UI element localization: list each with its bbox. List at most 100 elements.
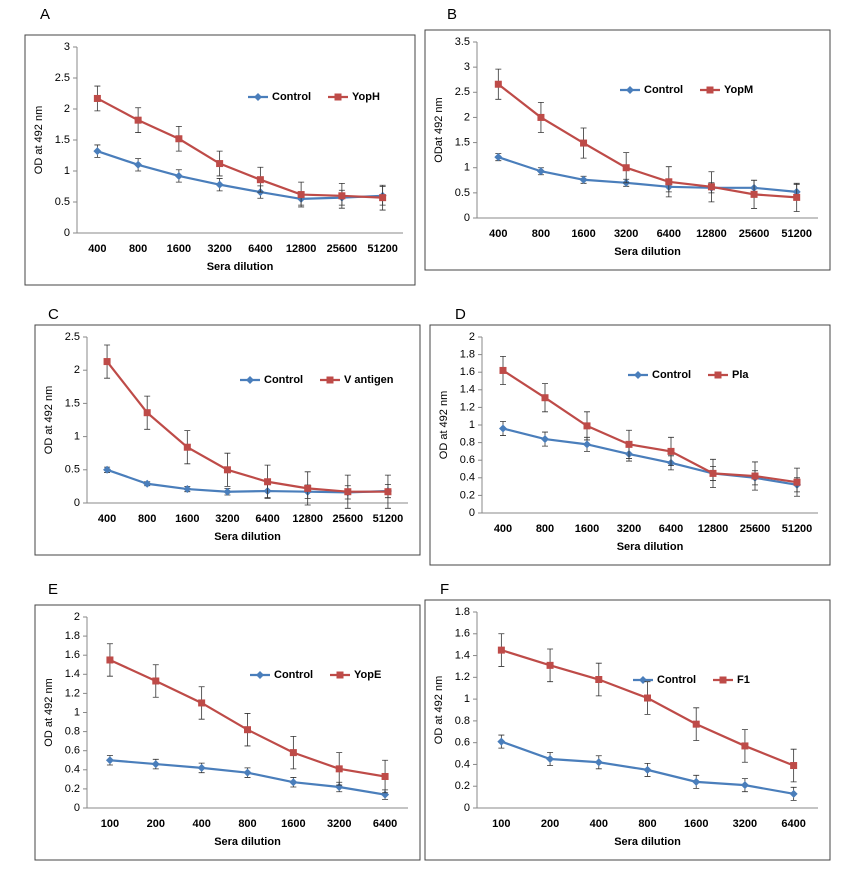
marker <box>793 478 801 486</box>
series-line <box>502 427 798 486</box>
series-line <box>497 83 797 199</box>
y-tick-label: 1.2 <box>460 401 475 413</box>
marker <box>622 164 630 172</box>
marker <box>709 469 717 477</box>
marker <box>583 440 591 449</box>
marker <box>143 479 152 488</box>
legend-marker <box>326 376 334 384</box>
x-tick-label: 1600 <box>684 818 708 830</box>
x-tick-label: 51200 <box>373 513 404 525</box>
x-tick-label: 25600 <box>333 513 364 525</box>
marker <box>105 756 114 765</box>
x-tick-label: 100 <box>492 818 510 830</box>
marker <box>198 699 206 707</box>
x-tick-label: 400 <box>98 513 116 525</box>
y-tick-label: 0.6 <box>460 454 475 466</box>
y-tick-label: 1.2 <box>65 687 80 699</box>
y-tick-label: 2.5 <box>55 72 70 84</box>
x-tick-label: 3200 <box>215 513 239 525</box>
x-tick-label: 25600 <box>327 243 358 255</box>
y-tick-label: 1.4 <box>460 384 475 396</box>
marker <box>541 435 549 444</box>
y-tick-label: 0 <box>464 212 470 224</box>
series-line <box>96 97 383 199</box>
legend-label: F1 <box>737 674 750 686</box>
y-tick-label: 1.6 <box>455 628 470 640</box>
x-tick-label: 12800 <box>286 243 317 255</box>
y-tick-label: 1.5 <box>455 136 470 148</box>
chart-panel: B 0 0.5 1 1.5 2 2.5 3 3.5 400 800 1600 3200 6400 12800… <box>424 6 831 271</box>
y-tick-label: 0.6 <box>455 737 470 749</box>
marker <box>183 443 191 451</box>
y-tick-label: 0 <box>464 802 470 814</box>
y-tick-label: 0.2 <box>65 783 80 795</box>
x-tick-label: 3200 <box>617 523 641 535</box>
x-tick-label: 800 <box>638 818 656 830</box>
marker <box>151 760 160 769</box>
marker <box>223 466 231 474</box>
y-tick-label: 1.4 <box>455 649 470 661</box>
x-axis-label: Sera dilution <box>614 246 681 258</box>
legend-label: Control <box>652 369 691 381</box>
panel-letter: A <box>40 6 50 23</box>
y-tick-label: 1.6 <box>460 366 475 378</box>
marker <box>793 193 801 201</box>
y-tick-label: 0 <box>74 802 80 814</box>
legend-label: YopH <box>352 91 380 103</box>
panel-border <box>429 324 831 566</box>
marker <box>197 763 206 772</box>
x-tick-label: 100 <box>101 818 119 830</box>
chart-panel: A 0 0.5 1 1.5 2 2.5 3 400 800 1600 3200 6400 12800 256… <box>24 6 416 286</box>
y-tick-label: 2 <box>464 111 470 123</box>
y-tick-label: 0 <box>469 507 475 519</box>
y-tick-label: 0.8 <box>460 437 475 449</box>
marker <box>579 175 588 184</box>
legend-label: Control <box>644 84 683 96</box>
chart-panel: D 0 0.2 0.4 0.6 0.8 1 1.2 1.4 1.6 1.8 2 400 800 1600 32… <box>429 306 831 566</box>
marker <box>379 194 387 202</box>
marker <box>692 720 700 728</box>
y-tick-label: 1.8 <box>455 606 470 618</box>
panel-letter: C <box>48 306 59 323</box>
x-axis-label: Sera dilution <box>614 836 681 848</box>
x-tick-label: 6400 <box>657 228 681 240</box>
marker <box>594 758 603 767</box>
marker <box>494 80 502 88</box>
marker <box>741 742 749 750</box>
x-tick-label: 400 <box>192 818 210 830</box>
marker <box>344 488 352 496</box>
marker <box>143 409 151 417</box>
legend-label: YopE <box>354 669 381 681</box>
marker <box>304 484 312 492</box>
marker <box>667 447 675 455</box>
x-axis-label: Sera dilution <box>214 531 281 543</box>
marker <box>384 488 392 496</box>
marker <box>289 749 297 757</box>
marker <box>152 677 160 685</box>
legend-label: Control <box>272 91 311 103</box>
y-tick-label: 1.6 <box>65 649 80 661</box>
y-tick-label: 0.5 <box>55 196 70 208</box>
legend-marker <box>254 93 262 101</box>
marker <box>103 358 111 366</box>
marker <box>106 656 114 664</box>
x-tick-label: 800 <box>238 818 256 830</box>
marker <box>264 478 272 486</box>
y-tick-label: 1 <box>464 693 470 705</box>
y-tick-label: 1.5 <box>65 397 80 409</box>
marker <box>216 160 224 168</box>
x-tick-label: 1600 <box>571 228 595 240</box>
marker <box>289 778 298 787</box>
x-tick-label: 200 <box>541 818 559 830</box>
y-tick-label: 2.5 <box>65 331 80 343</box>
panel-border <box>424 29 831 271</box>
x-tick-label: 51200 <box>781 228 812 240</box>
chart-panel: E 0 0.2 0.4 0.6 0.8 1 1.2 1.4 1.6 1.8 2 100 200 400 800… <box>34 581 421 861</box>
x-tick-label: 51200 <box>782 523 813 535</box>
marker <box>381 772 389 780</box>
marker <box>497 737 506 746</box>
chart-panel: C 0 0.5 1 1.5 2 2.5 400 800 1600 3200 6400 12800 2560… <box>34 306 421 556</box>
y-tick-label: 0.4 <box>460 472 475 484</box>
panel-letter: D <box>455 306 466 323</box>
x-tick-label: 800 <box>536 523 554 535</box>
